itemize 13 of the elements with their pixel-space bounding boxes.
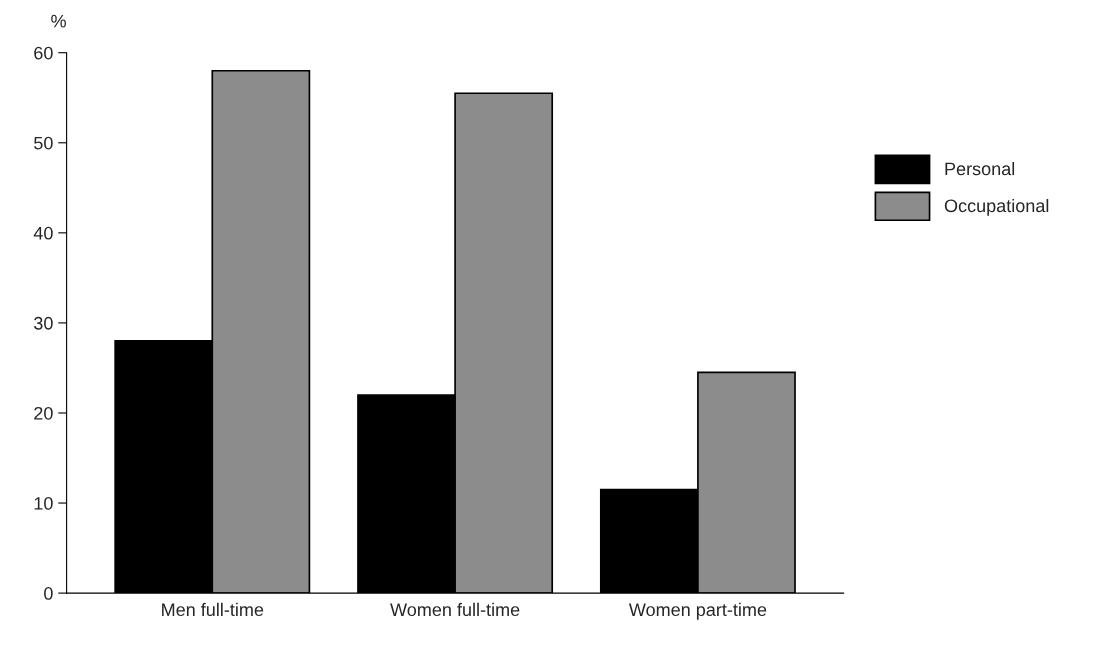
legend-label: Occupational: [944, 198, 1049, 216]
y-tick-label: 40: [33, 226, 53, 240]
y-tick-label: 10: [34, 496, 53, 510]
y-tick-label: 30: [34, 316, 53, 330]
y-tick-label: 0: [44, 587, 53, 600]
y-tick-label: 60: [34, 46, 53, 60]
y-axis-title: %: [51, 14, 66, 28]
legend-label: Personal: [945, 162, 1015, 176]
y-tick-label: 20: [34, 406, 53, 420]
y-tick-label: 50: [34, 136, 53, 150]
x-tick-label: Women full-time: [390, 602, 520, 617]
x-tick-label: Men full-time: [162, 602, 264, 617]
x-tick-label: Women part-time: [628, 602, 767, 620]
